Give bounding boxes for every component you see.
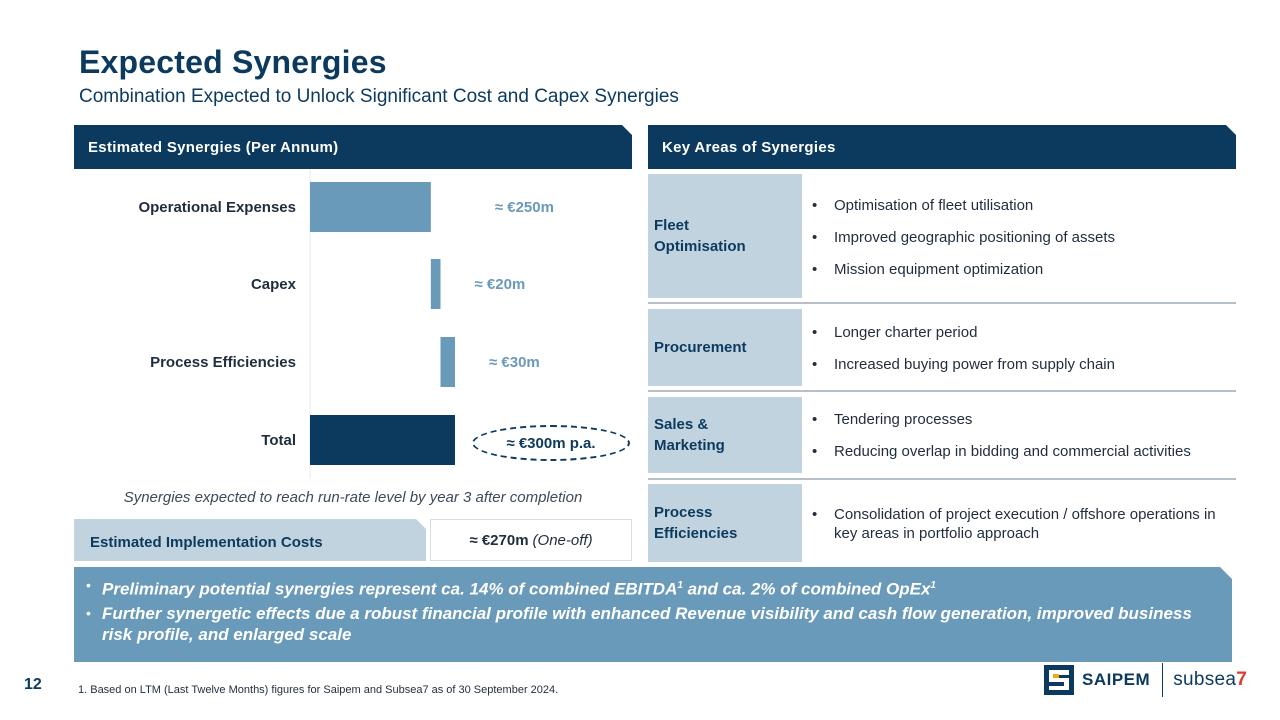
- area-row-procurement: Procurement Longer charter period Increa…: [648, 309, 1236, 386]
- area-label-line: Optimisation: [654, 238, 746, 255]
- area-bullet: Reducing overlap in bidding and commerci…: [810, 442, 1230, 461]
- footnote: 1. Based on LTM (Last Twelve Months) fig…: [78, 684, 559, 696]
- area-row-process: Process Efficiencies Consolidation of pro…: [648, 484, 1236, 562]
- chart-category-label-3: Total: [261, 432, 296, 449]
- area-label-line: Process: [654, 504, 713, 521]
- area-bullet: Longer charter period: [810, 323, 1230, 342]
- chart-bar-3: [310, 415, 455, 465]
- area-separator: [648, 478, 1236, 480]
- area-bullets-process: Consolidation of project execution / off…: [810, 505, 1230, 543]
- chart-value-label-0: ≈ €250m: [495, 199, 554, 216]
- chart-bar-2: [440, 337, 455, 387]
- area-label-sales: Sales & Marketing: [648, 397, 802, 473]
- subsea7-logo-text: subsea: [1173, 669, 1237, 690]
- saipem-logo-icon: [1044, 665, 1074, 695]
- chart-category-label-0: Operational Expenses: [138, 199, 296, 216]
- saipem-logo-text: SAIPEM: [1082, 670, 1151, 689]
- implementation-costs-value: ≈ €270m (One-off): [430, 519, 632, 561]
- chart-bar-0: [310, 182, 431, 232]
- area-label-line: Efficiencies: [654, 525, 738, 542]
- company-logos: SAIPEM subsea7: [1044, 662, 1247, 698]
- area-bullet: Improved geographic positioning of asset…: [810, 228, 1230, 247]
- synergies-chart: Operational Expenses ≈ €250m Capex ≈ €20m Pr…: [74, 169, 632, 512]
- chart-bar-1: [430, 259, 441, 309]
- area-row-sales: Sales & Marketing Tendering processes Red…: [648, 397, 1236, 473]
- page-subtitle: Combination Expected to Unlock Significa…: [79, 86, 679, 107]
- area-bullets-fleet: Optimisation of fleet utilisation Improv…: [810, 196, 1230, 279]
- area-label-line: Sales &: [654, 416, 709, 433]
- area-label-procurement: Procurement: [648, 309, 802, 386]
- area-label-line: Procurement: [654, 339, 747, 356]
- implementation-costs-label: Estimated Implementation Costs: [74, 519, 426, 561]
- footnote-ref: 1: [677, 580, 683, 591]
- area-label-fleet: Fleet Optimisation: [648, 174, 802, 298]
- banner-bullet: Preliminary potential synergies represen…: [86, 575, 1218, 600]
- key-areas-panel-header: Key Areas of Synergies: [648, 125, 1236, 169]
- footnote-ref: 1: [930, 580, 936, 591]
- page-number: 12: [24, 676, 42, 693]
- area-label-line: Fleet: [654, 217, 690, 234]
- banner-text: Preliminary potential synergies represen…: [102, 579, 678, 599]
- chart-category-label-2: Process Efficiencies: [150, 354, 296, 371]
- chart-value-label-2: ≈ €30m: [489, 354, 540, 371]
- area-bullet: Tendering processes: [810, 410, 1230, 429]
- page-title: Expected Synergies: [79, 44, 387, 80]
- chart-value-label-1: ≈ €20m: [475, 276, 526, 293]
- logo-divider: [1162, 663, 1164, 697]
- implementation-costs-amount: ≈ €270m: [469, 531, 529, 549]
- chart-note: Synergies expected to reach run-rate lev…: [123, 489, 583, 506]
- area-bullet: Consolidation of project execution / off…: [810, 505, 1230, 543]
- total-value-label: ≈ €300m p.a.: [506, 434, 596, 452]
- area-separator: [648, 390, 1236, 392]
- area-bullets-procurement: Longer charter period Increased buying p…: [810, 323, 1230, 374]
- synergies-panel-header: Estimated Synergies (Per Annum): [74, 125, 632, 169]
- area-label-process: Process Efficiencies: [648, 484, 802, 562]
- area-bullet: Increased buying power from supply chain: [810, 355, 1230, 374]
- synergies-panel-title: Estimated Synergies (Per Annum): [88, 138, 339, 156]
- area-bullet: Mission equipment optimization: [810, 260, 1230, 279]
- area-bullet: Optimisation of fleet utilisation: [810, 196, 1230, 215]
- total-value-ellipse: ≈ €300m p.a.: [472, 425, 630, 461]
- area-bullets-sales: Tendering processes Reducing overlap in …: [810, 410, 1230, 461]
- chart-category-label-1: Capex: [251, 276, 297, 293]
- summary-banner: Preliminary potential synergies represen…: [74, 567, 1232, 662]
- area-label-line: Marketing: [654, 437, 725, 454]
- area-separator: [648, 302, 1236, 304]
- banner-text: and ca. 2% of combined OpEx: [682, 579, 931, 599]
- subsea7-logo-number: 7: [1236, 669, 1248, 690]
- banner-bullet: Further synergetic effects due a robust …: [86, 603, 1218, 645]
- synergies-bar-chart: Operational Expenses ≈ €250m Capex ≈ €20m Pr…: [138, 169, 554, 479]
- implementation-costs-note: (One-off): [532, 531, 593, 549]
- area-row-fleet: Fleet Optimisation Optimisation of fleet …: [648, 174, 1236, 298]
- key-areas-panel-title: Key Areas of Synergies: [662, 138, 836, 156]
- subsea7-logo: subsea7: [1173, 669, 1247, 691]
